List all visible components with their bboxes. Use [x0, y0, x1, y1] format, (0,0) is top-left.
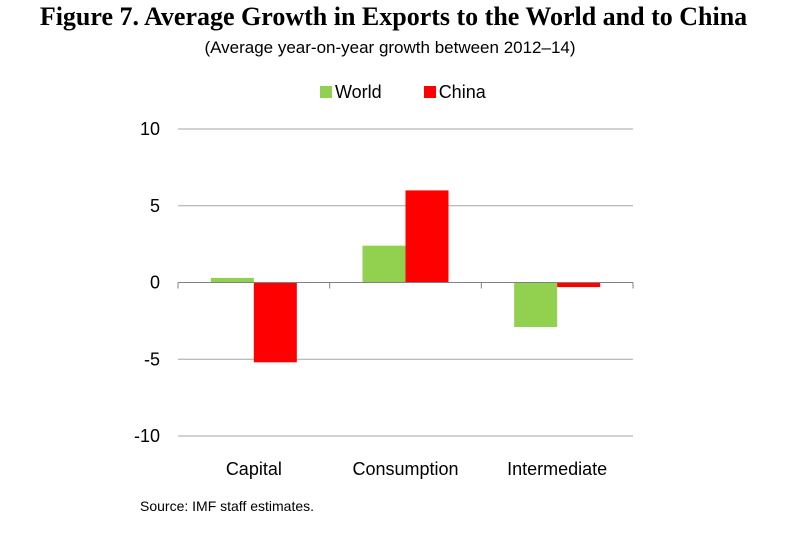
y-tick-label: -10 [134, 426, 160, 446]
x-tick-label: Intermediate [507, 459, 607, 479]
bar-world-consumption [362, 245, 406, 283]
bar-china-capital [253, 282, 297, 363]
chart-title: Figure 7. Average Growth in Exports to t… [39, 2, 748, 31]
source-note: Source: IMF staff estimates. [140, 498, 315, 514]
y-tick-label: 5 [150, 196, 160, 216]
x-tick-label: Capital [226, 459, 282, 479]
legend: World China [320, 80, 486, 104]
bar-china-intermediate [557, 282, 601, 288]
y-tick-label: 0 [150, 273, 160, 293]
bar-world-capital [210, 277, 254, 283]
bar-china-consumption [405, 190, 449, 283]
chart-subtitle: (Average year-on-year growth between 201… [204, 38, 576, 57]
bar-world-intermediate [514, 282, 558, 328]
y-tick-label: -5 [144, 349, 160, 369]
legend-label-world: World [335, 81, 382, 102]
legend-item-china: China [423, 81, 486, 103]
legend-label-china: China [438, 81, 486, 102]
x-tick-label: Consumption [352, 459, 458, 479]
legend-item-world: World [320, 82, 382, 103]
y-tick-label: 10 [140, 119, 160, 139]
legend-swatch-world [320, 86, 332, 98]
legend-swatch-china [423, 86, 436, 98]
